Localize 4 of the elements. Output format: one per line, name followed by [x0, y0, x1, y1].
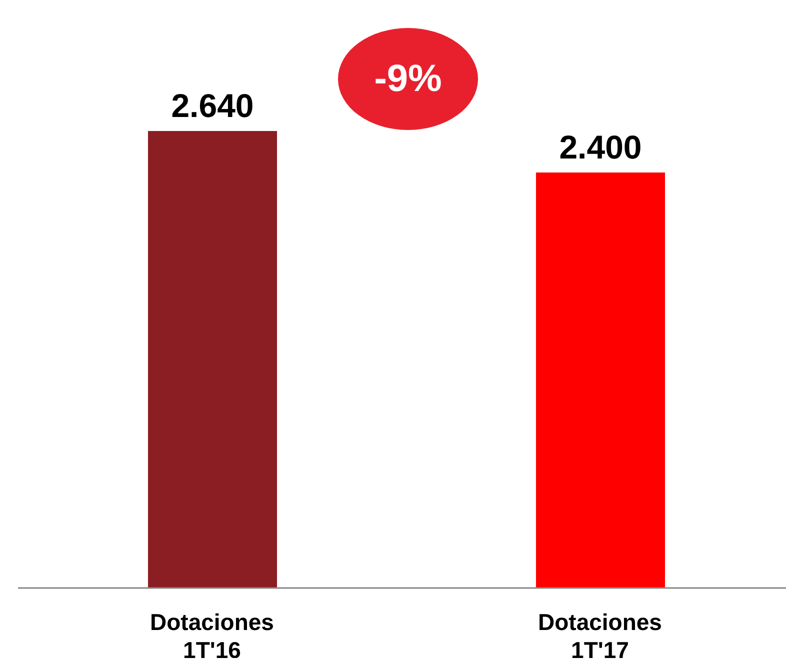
data-label: 2.640	[171, 87, 254, 124]
x-tick-label: Dotaciones 1T'16	[150, 609, 274, 663]
data-label: 2.400	[559, 128, 642, 166]
x-tick-label: Dotaciones 1T'17	[538, 609, 662, 663]
